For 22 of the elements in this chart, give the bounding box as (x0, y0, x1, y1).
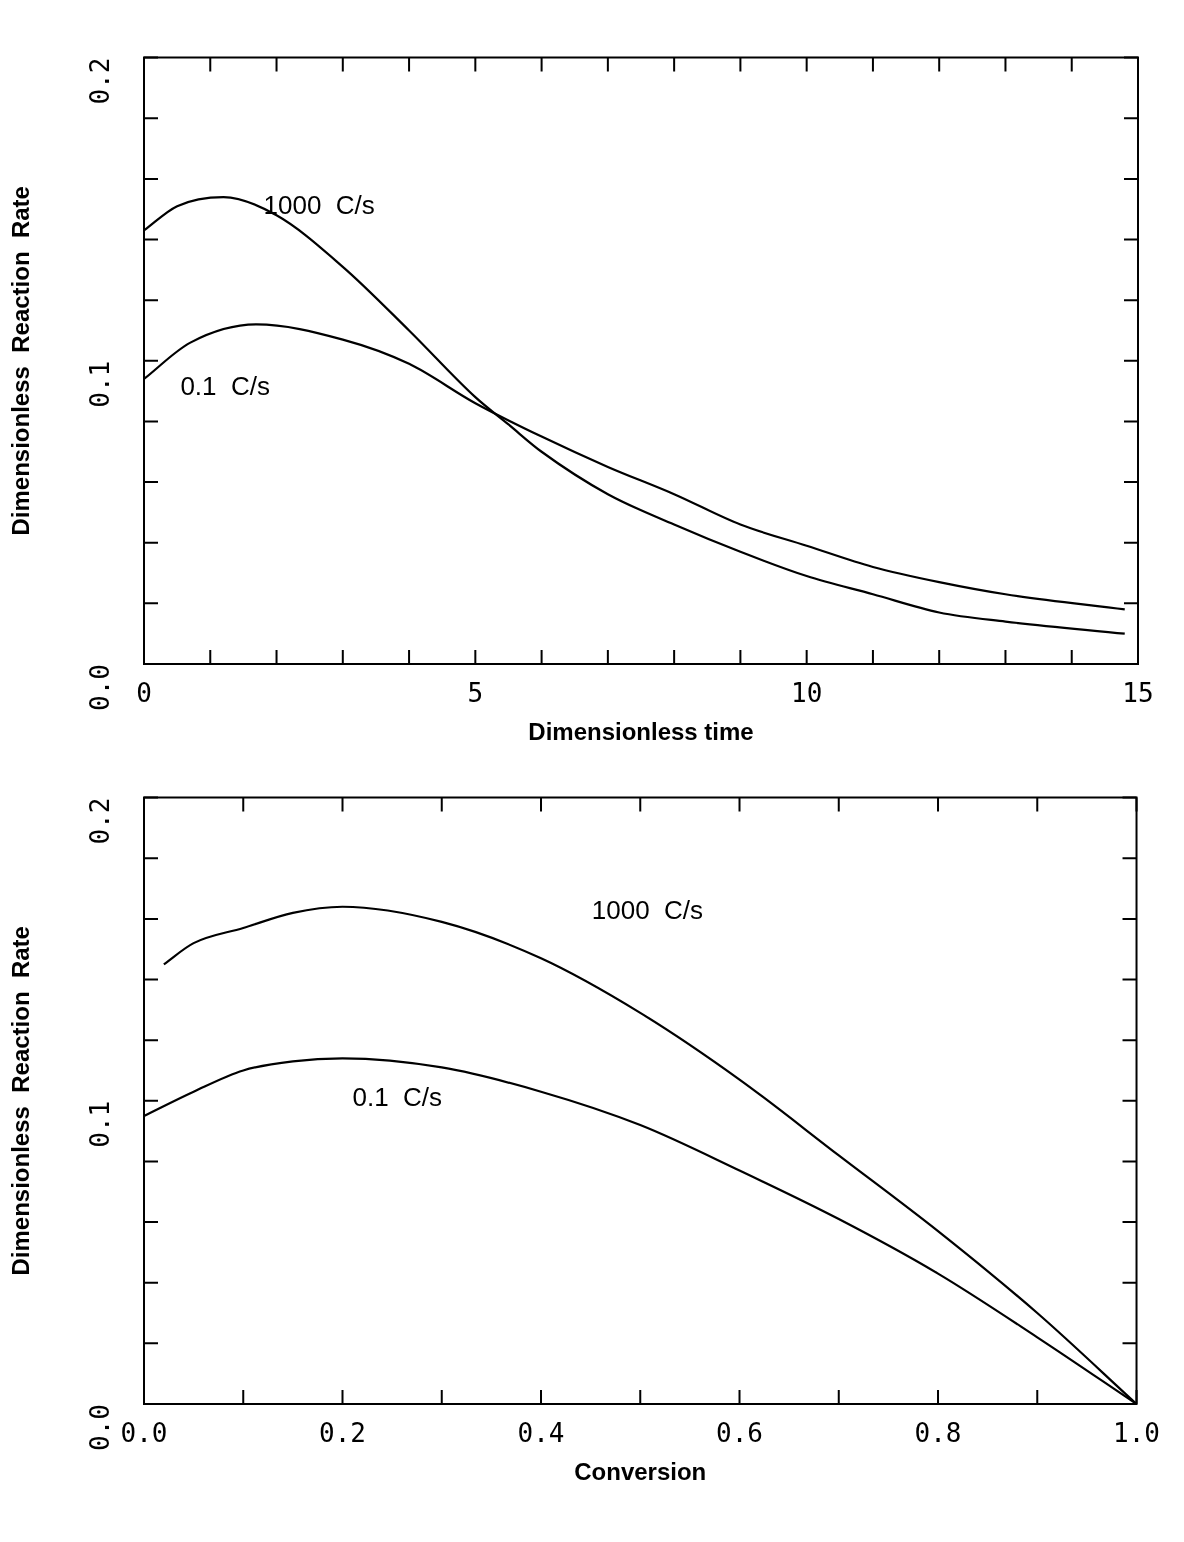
y-tick-label: 0.2 (84, 57, 115, 105)
y-tick-label: 0.1 (84, 360, 115, 408)
x-tick-label: 0.8 (914, 1418, 962, 1449)
y-axis-title: Dimensionless Reaction Rate (7, 926, 35, 1276)
y-tick-label: 0.1 (84, 1100, 115, 1148)
text: 1000 C/s (591, 895, 704, 926)
x-axis-title: Conversion (574, 1458, 707, 1486)
x-axis-title: Dimensionless time (528, 718, 754, 746)
series-label: 0.1 C/s (180, 370, 270, 401)
x-tick-label: 0.6 (716, 1418, 763, 1449)
x-tick-label: 5 (467, 678, 484, 709)
y-tick-label: 0.2 (84, 797, 115, 845)
x-tick-label: 0.0 (120, 1418, 168, 1449)
x-tick-label: 0.4 (517, 1418, 565, 1449)
x-tick-label: 15 (1122, 678, 1154, 709)
series-label: 0.1 C/s (352, 1081, 443, 1112)
x-tick-label: 10 (791, 678, 823, 709)
x-tick-label: 1.0 (1113, 1418, 1160, 1449)
x-tick-label: 0.2 (319, 1418, 366, 1449)
x-tick-label: 0 (136, 678, 152, 709)
series-label: 1000 C/s (263, 190, 375, 221)
y-axis-title: Dimensionless Reaction Rate (7, 186, 35, 536)
